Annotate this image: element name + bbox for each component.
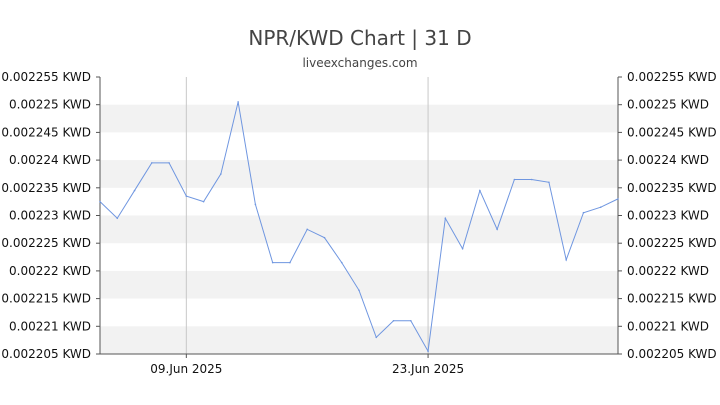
data-point (99, 200, 101, 203)
y-tick-label-right: 0.00225 KWD (627, 98, 709, 112)
data-point (444, 217, 447, 220)
data-point (548, 181, 550, 184)
x-tick-label: 09.Jun 2025 (150, 362, 222, 376)
data-point (617, 198, 619, 200)
data-point (375, 336, 378, 339)
x-tick-label: 23.Jun 2025 (392, 362, 464, 376)
y-tick-label-right: 0.00221 KWD (627, 319, 709, 333)
data-point (323, 236, 326, 239)
data-point (340, 261, 343, 264)
y-tick-label-right: 0.00223 KWD (627, 209, 709, 223)
data-point (202, 200, 205, 203)
y-tick-label-left: 0.00225 KWD (9, 98, 91, 112)
y-tick-label-left: 0.00221 KWD (9, 319, 91, 333)
data-point (306, 228, 309, 231)
data-point (254, 203, 257, 206)
data-point (237, 101, 239, 103)
data-point (530, 178, 533, 181)
data-point (271, 261, 274, 264)
y-tick-label-right: 0.002215 KWD (627, 292, 717, 306)
data-point (220, 173, 222, 175)
y-tick-label-left: 0.002225 KWD (1, 236, 91, 250)
data-point (410, 319, 412, 322)
y-tick-label-left: 0.002255 KWD (1, 70, 91, 84)
y-tick-label-right: 0.002235 KWD (627, 181, 717, 195)
grid-band (100, 215, 618, 244)
data-point (582, 211, 585, 214)
y-tick-label-left: 0.00222 KWD (9, 264, 91, 278)
chart-title: NPR/KWD Chart | 31 D (248, 26, 472, 50)
y-tick-label-left: 0.00224 KWD (9, 153, 91, 167)
grid-band (100, 270, 618, 299)
y-tick-label-right: 0.002205 KWD (627, 347, 717, 361)
data-point (479, 189, 481, 192)
data-point (289, 261, 291, 264)
data-point (599, 206, 602, 208)
grid-band (100, 104, 618, 133)
data-point (185, 195, 188, 197)
chart-source: liveexchanges.com (302, 56, 418, 70)
y-tick-label-right: 0.002245 KWD (627, 125, 717, 139)
data-point (513, 178, 516, 181)
data-point (133, 189, 136, 192)
y-tick-label-left: 0.002205 KWD (1, 347, 91, 361)
data-point (496, 228, 498, 231)
y-tick-label-left: 0.00223 KWD (9, 209, 91, 223)
grid-band (100, 160, 618, 188)
y-tick-label-right: 0.00224 KWD (627, 153, 709, 167)
y-tick-label-right: 0.002255 KWD (627, 70, 717, 84)
data-point (461, 247, 464, 250)
data-point (358, 289, 360, 292)
data-point (168, 162, 170, 164)
y-tick-label-left: 0.002235 KWD (1, 181, 91, 195)
y-tick-label-right: 0.002225 KWD (627, 236, 717, 250)
data-point (116, 217, 119, 220)
y-tick-label-left: 0.002215 KWD (1, 292, 91, 306)
y-tick-label-left: 0.002245 KWD (1, 125, 91, 139)
data-point (392, 319, 395, 322)
data-point (565, 259, 567, 261)
y-tick-label-right: 0.00222 KWD (627, 264, 709, 278)
grid-band (100, 326, 618, 354)
data-point (427, 350, 429, 353)
data-point (151, 162, 153, 164)
